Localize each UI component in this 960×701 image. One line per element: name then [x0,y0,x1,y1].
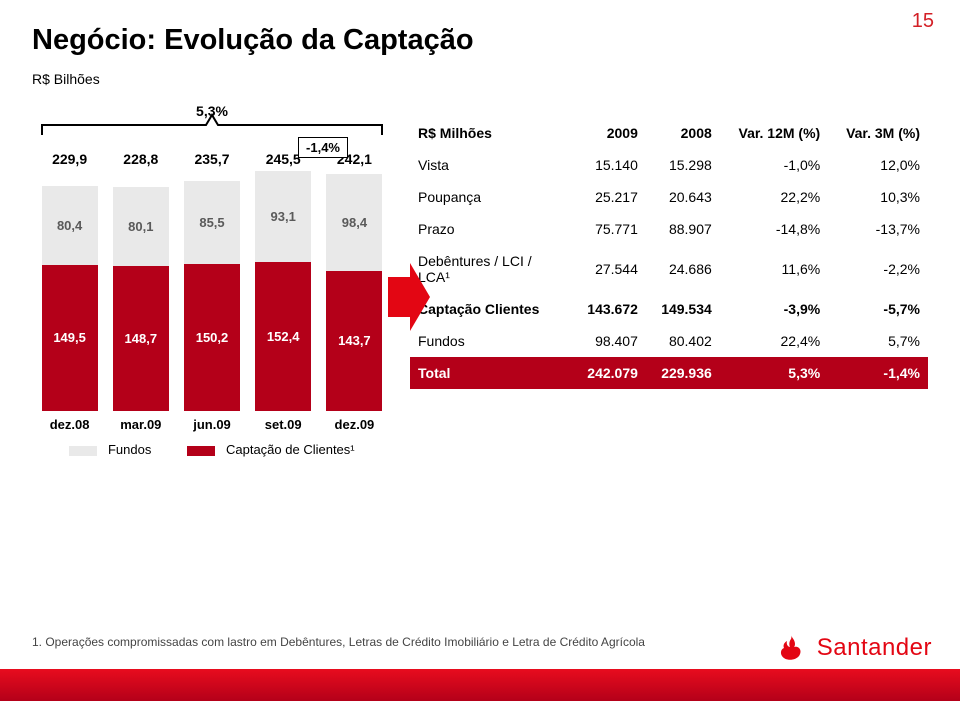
brand-name: Santander [817,634,932,662]
table-cell: 25.217 [572,181,646,213]
total-value: 229,9 [34,151,105,167]
table-cell: Captação Clientes [410,293,572,325]
x-label: dez.08 [34,417,105,432]
bars-area: 80,4149,580,1148,785,5150,293,1152,498,4… [32,171,392,411]
table-cell: 27.544 [572,245,646,293]
bar-segment-top: 80,1 [113,187,169,265]
table-area: R$ Milhões20092008Var. 12M (%)Var. 3M (%… [410,117,928,457]
table-cell: 149.534 [646,293,720,325]
table-cell: 5,3% [720,357,828,389]
table-cell: 12,0% [828,149,928,181]
x-label: jun.09 [176,417,247,432]
x-axis-labels: dez.08mar.09jun.09set.09dez.09 [32,417,392,432]
page-number: 15 [912,10,934,33]
x-label: mar.09 [105,417,176,432]
table-row: Debêntures / LCI / LCA¹27.54424.68611,6%… [410,245,928,293]
flame-icon [779,633,809,663]
table-cell: 10,3% [828,181,928,213]
table-cell: 229.936 [646,357,720,389]
legend-label: Fundos [108,442,151,457]
bar-column: 80,4149,5 [34,171,105,411]
table-cell: 75.771 [572,213,646,245]
table-total-row: Total242.079229.9365,3%-1,4% [410,357,928,389]
table-cell: 143.672 [572,293,646,325]
table-cell: -1,4% [828,357,928,389]
legend-label: Captação de Clientes¹ [226,442,355,457]
table-cell: 22,2% [720,181,828,213]
footnote: 1. Operações compromissadas com lastro e… [32,635,645,649]
table-cell: 22,4% [720,325,828,357]
bar-segment-bottom: 152,4 [255,262,311,411]
table-cell: Vista [410,149,572,181]
table-header-cell: Var. 12M (%) [720,117,828,149]
bar-segment-bottom: 149,5 [42,265,98,411]
table-cell: Fundos [410,325,572,357]
table-row: Poupança25.21720.64322,2%10,3% [410,181,928,213]
table-cell: 15.298 [646,149,720,181]
bar-segment-top: 80,4 [42,186,98,265]
table-cell: -3,9% [720,293,828,325]
table-cell: 24.686 [646,245,720,293]
bar-segment-bottom: 148,7 [113,266,169,411]
table-cell: 15.140 [572,149,646,181]
total-value: 235,7 [176,151,247,167]
chart-area: 5,3% 229,9228,8235,7245,5242,1 -1,4% 80,… [32,93,392,457]
delta-box: -1,4% [298,137,348,158]
table-row: Prazo75.77188.907-14,8%-13,7% [410,213,928,245]
table-header-cell: 2009 [572,117,646,149]
bar-column: 98,4143,7 [319,171,390,411]
table-cell: -13,7% [828,213,928,245]
bar-segment-top: 85,5 [184,181,240,265]
bar-segment-bottom: 150,2 [184,264,240,411]
footer-bar [0,669,960,701]
x-label: dez.09 [319,417,390,432]
table-header-cell: 2008 [646,117,720,149]
chart-legend: Fundos Captação de Clientes¹ [32,442,392,457]
table-cell: Total [410,357,572,389]
table-cell: -2,2% [828,245,928,293]
table-row: Captação Clientes143.672149.534-3,9%-5,7… [410,293,928,325]
table-cell: -5,7% [828,293,928,325]
table-cell: Poupança [410,181,572,213]
table-cell: 20.643 [646,181,720,213]
legend-swatch [187,446,215,456]
table-cell: 88.907 [646,213,720,245]
bar-segment-bottom: 143,7 [326,271,382,411]
page-title: Negócio: Evolução da Captação [32,24,928,57]
bracket-label: 5,3% [196,103,228,119]
total-value: 228,8 [105,151,176,167]
table-row: Vista15.14015.298-1,0%12,0% [410,149,928,181]
arrow-icon [388,263,430,331]
bar-column: 80,1148,7 [105,171,176,411]
table-cell: 98.407 [572,325,646,357]
table-row: Fundos98.40780.40222,4%5,7% [410,325,928,357]
table-cell: 80.402 [646,325,720,357]
table-cell: -1,0% [720,149,828,181]
brand-logo: Santander [779,633,932,663]
table-header-cell: R$ Milhões [410,117,572,149]
table-cell: Prazo [410,213,572,245]
table-cell: 5,7% [828,325,928,357]
table-cell: -14,8% [720,213,828,245]
table-header-cell: Var. 3M (%) [828,117,928,149]
data-table: R$ Milhões20092008Var. 12M (%)Var. 3M (%… [410,117,928,389]
subtitle: R$ Bilhões [32,71,928,87]
table-cell: 242.079 [572,357,646,389]
bar-column: 93,1152,4 [248,171,319,411]
bar-column: 85,5150,2 [176,171,247,411]
bar-segment-top: 93,1 [255,171,311,262]
table-cell: Debêntures / LCI / LCA¹ [410,245,572,293]
legend-swatch [69,446,97,456]
chart-bracket: 5,3% [36,107,388,137]
legend-item: Fundos [69,442,151,457]
bar-segment-top: 98,4 [326,174,382,270]
x-label: set.09 [248,417,319,432]
table-cell: 11,6% [720,245,828,293]
legend-item: Captação de Clientes¹ [187,442,354,457]
